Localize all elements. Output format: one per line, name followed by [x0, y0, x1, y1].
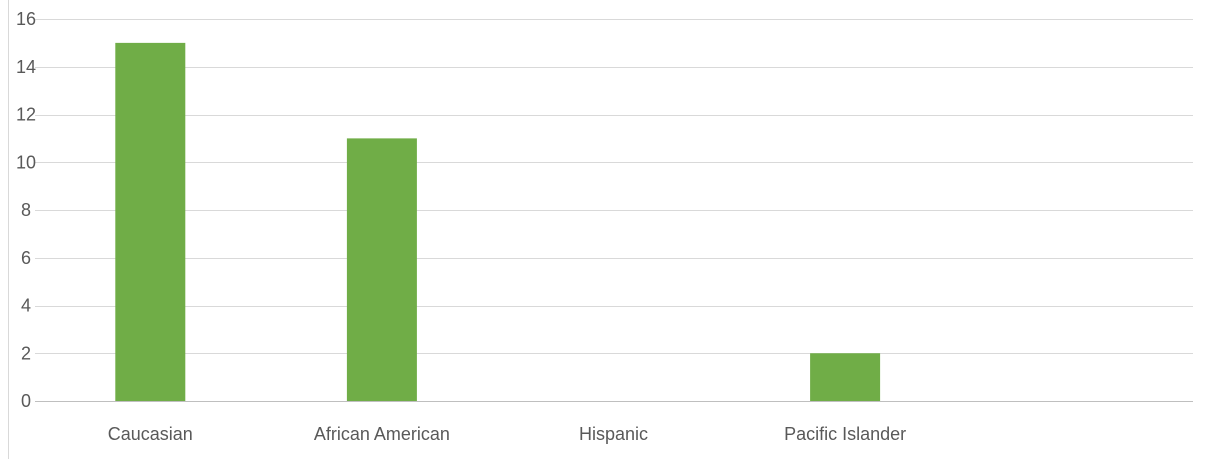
x-tick-label: Caucasian: [108, 424, 193, 444]
y-tick-label: 2: [21, 343, 31, 363]
y-tick-label: 16: [16, 9, 36, 29]
y-tick-label: 14: [16, 57, 36, 77]
y-tick-label: 8: [21, 200, 31, 220]
bar: [810, 353, 881, 401]
y-tick-label: 12: [16, 105, 36, 125]
x-tick-label: African American: [314, 424, 450, 444]
y-tick-label: 4: [21, 296, 31, 316]
bar: [115, 42, 186, 401]
y-tick-label: 10: [16, 152, 36, 172]
y-axis-tick-labels: 0 2 4 6 8 10 12 14 16: [16, 9, 36, 411]
y-tick-label: 6: [21, 248, 31, 268]
x-tick-label: Hispanic: [579, 424, 648, 444]
y-tick-label: 0: [21, 391, 31, 411]
x-tick-label: Pacific Islander: [784, 424, 906, 444]
gridlines: [35, 19, 1193, 354]
bars: [115, 42, 881, 401]
bar: [346, 138, 417, 401]
x-axis-tick-labels: Caucasian African American Hispanic Pacific…: [108, 424, 906, 444]
